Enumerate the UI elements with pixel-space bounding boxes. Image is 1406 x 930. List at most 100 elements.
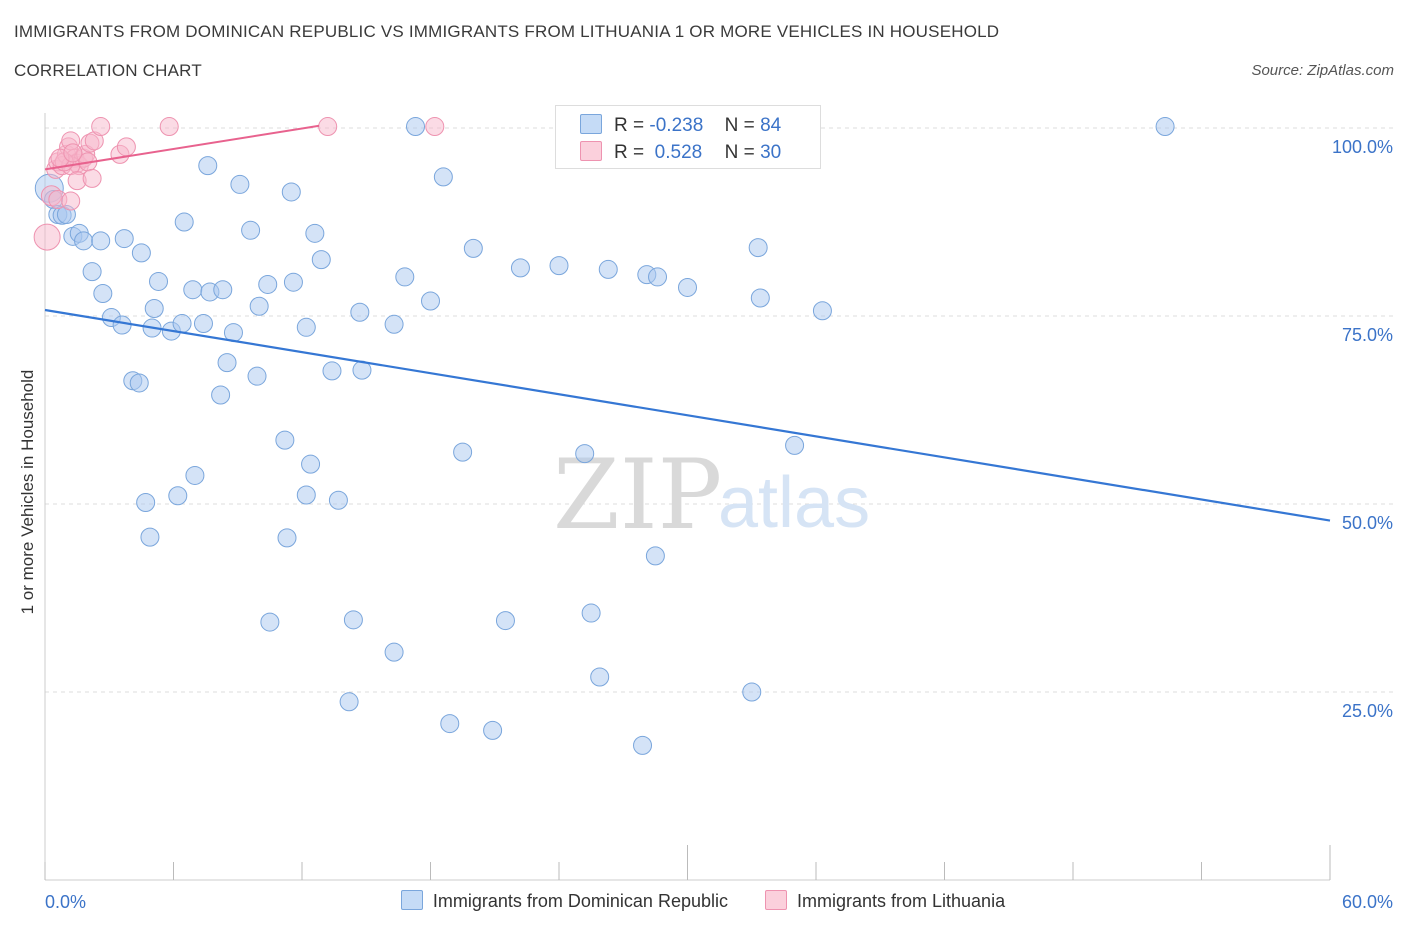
- data-point-dominican: [339, 692, 359, 712]
- data-point-dominican: [785, 435, 805, 455]
- data-point-lithuania: [33, 223, 61, 251]
- data-point-dominican: [275, 430, 295, 450]
- legend-item-lithuania: Immigrants from Lithuania: [765, 890, 1005, 912]
- data-point-dominican: [483, 720, 503, 740]
- data-point-dominican: [384, 642, 404, 662]
- y-tick-label: 75.0%: [1342, 325, 1393, 345]
- data-point-dominican: [296, 317, 316, 337]
- x-tick-label-max: 60.0%: [1342, 892, 1393, 912]
- data-point-dominican: [249, 296, 269, 316]
- legend-item-dominican: Immigrants from Dominican Republic: [400, 890, 728, 912]
- data-point-dominican: [149, 271, 169, 291]
- legend-swatch-blue: [400, 890, 423, 910]
- data-point-dominican: [211, 385, 231, 405]
- data-point-dominican: [433, 167, 453, 187]
- data-point-lithuania: [61, 191, 81, 211]
- data-point-lithuania: [318, 117, 338, 137]
- data-point-dominican: [406, 117, 426, 137]
- data-point-dominican: [311, 250, 331, 270]
- data-point-dominican: [384, 314, 404, 334]
- data-point-dominican: [93, 283, 113, 303]
- data-point-lithuania: [91, 117, 111, 137]
- data-point-dominican: [185, 465, 205, 485]
- legend-n-label: N =: [724, 115, 755, 136]
- chart-subtitle: CORRELATION CHART: [14, 61, 202, 80]
- data-point-dominican: [91, 231, 111, 251]
- source-label: Source: ZipAtlas.com: [1251, 62, 1394, 79]
- data-point-dominican: [131, 243, 151, 263]
- data-point-dominican: [281, 182, 301, 202]
- legend-swatch-blue: [580, 114, 602, 134]
- data-point-dominican: [812, 301, 832, 321]
- data-point-dominican: [74, 231, 94, 251]
- legend-n-label: N =: [724, 142, 755, 163]
- data-point-dominican: [144, 299, 164, 319]
- data-point-dominican: [598, 259, 618, 279]
- data-point-dominican: [633, 735, 653, 755]
- chart-title: IMMIGRANTS FROM DOMINICAN REPUBLIC VS IM…: [14, 22, 1000, 41]
- data-point-dominican: [114, 229, 134, 249]
- data-point-dominican: [748, 238, 768, 258]
- y-tick-label: 25.0%: [1342, 701, 1393, 721]
- legend-r-label: R =: [614, 142, 645, 163]
- data-point-dominican: [453, 442, 473, 462]
- data-point-dominican: [575, 444, 595, 464]
- data-point-dominican: [742, 682, 762, 702]
- data-point-dominican: [495, 611, 515, 631]
- data-point-dominican: [129, 373, 149, 393]
- data-point-dominican: [463, 238, 483, 258]
- legend-n-value: 84: [760, 115, 782, 136]
- data-point-lithuania: [425, 117, 445, 137]
- data-point-dominican: [241, 220, 261, 240]
- series-legend: Immigrants from Dominican Republic Immig…: [0, 890, 1406, 912]
- legend-r-value: 0.528: [649, 142, 703, 163]
- data-point-dominican: [213, 280, 233, 300]
- data-point-dominican: [343, 610, 363, 630]
- legend-row-lithuania: R = 0.528 N = 30: [580, 141, 781, 163]
- data-point-dominican: [168, 486, 188, 506]
- data-point-dominican: [260, 612, 280, 632]
- legend-label-dominican: Immigrants from Dominican Republic: [432, 891, 728, 911]
- legend-swatch-pink: [765, 890, 787, 910]
- data-point-dominican: [136, 493, 156, 513]
- data-point-dominican: [648, 267, 668, 287]
- data-point-dominican: [230, 174, 250, 194]
- data-point-dominican: [581, 603, 601, 623]
- data-point-dominican: [645, 546, 665, 566]
- data-point-dominican: [198, 156, 218, 176]
- tick-labels: 25.0% 50.0% 75.0% 100.0% 0.0% 60.0%: [45, 137, 1393, 912]
- data-point-dominican: [172, 314, 192, 334]
- data-point-dominican: [440, 714, 460, 734]
- data-point-dominican: [549, 256, 569, 276]
- data-point-dominican: [395, 267, 415, 287]
- data-point-lithuania: [82, 168, 102, 188]
- legend-swatch-pink: [580, 141, 602, 161]
- data-point-dominican: [328, 490, 348, 510]
- data-point-dominican: [174, 212, 194, 232]
- data-point-lithuania: [116, 137, 136, 157]
- legend-label-lithuania: Immigrants from Lithuania: [797, 891, 1006, 911]
- watermark-atlas: atlas: [718, 463, 870, 543]
- trend-line-dominican: [44, 308, 1331, 522]
- trend-line-lithuania: [44, 124, 320, 171]
- data-point-dominican: [283, 272, 303, 292]
- data-point-dominican: [322, 361, 342, 381]
- data-point-lithuania: [63, 143, 83, 163]
- data-point-dominican: [112, 315, 132, 335]
- trend-lines: [44, 124, 1331, 522]
- data-point-dominican: [750, 288, 770, 308]
- y-tick-label: 50.0%: [1342, 513, 1393, 533]
- watermark: ZIP atlas: [553, 439, 870, 551]
- data-point-lithuania: [159, 117, 179, 137]
- data-point-dominican: [296, 485, 316, 505]
- data-point-dominican: [421, 291, 440, 311]
- legend-r-label: R =: [614, 115, 645, 136]
- grid-lines: [45, 127, 1395, 693]
- data-point-dominican: [301, 454, 321, 474]
- data-point-dominican: [247, 366, 267, 386]
- data-points: [33, 117, 1175, 755]
- data-point-dominican: [277, 528, 297, 548]
- data-point-dominican: [140, 527, 160, 547]
- data-point-dominican: [350, 302, 370, 322]
- legend-n-value: 30: [760, 142, 782, 163]
